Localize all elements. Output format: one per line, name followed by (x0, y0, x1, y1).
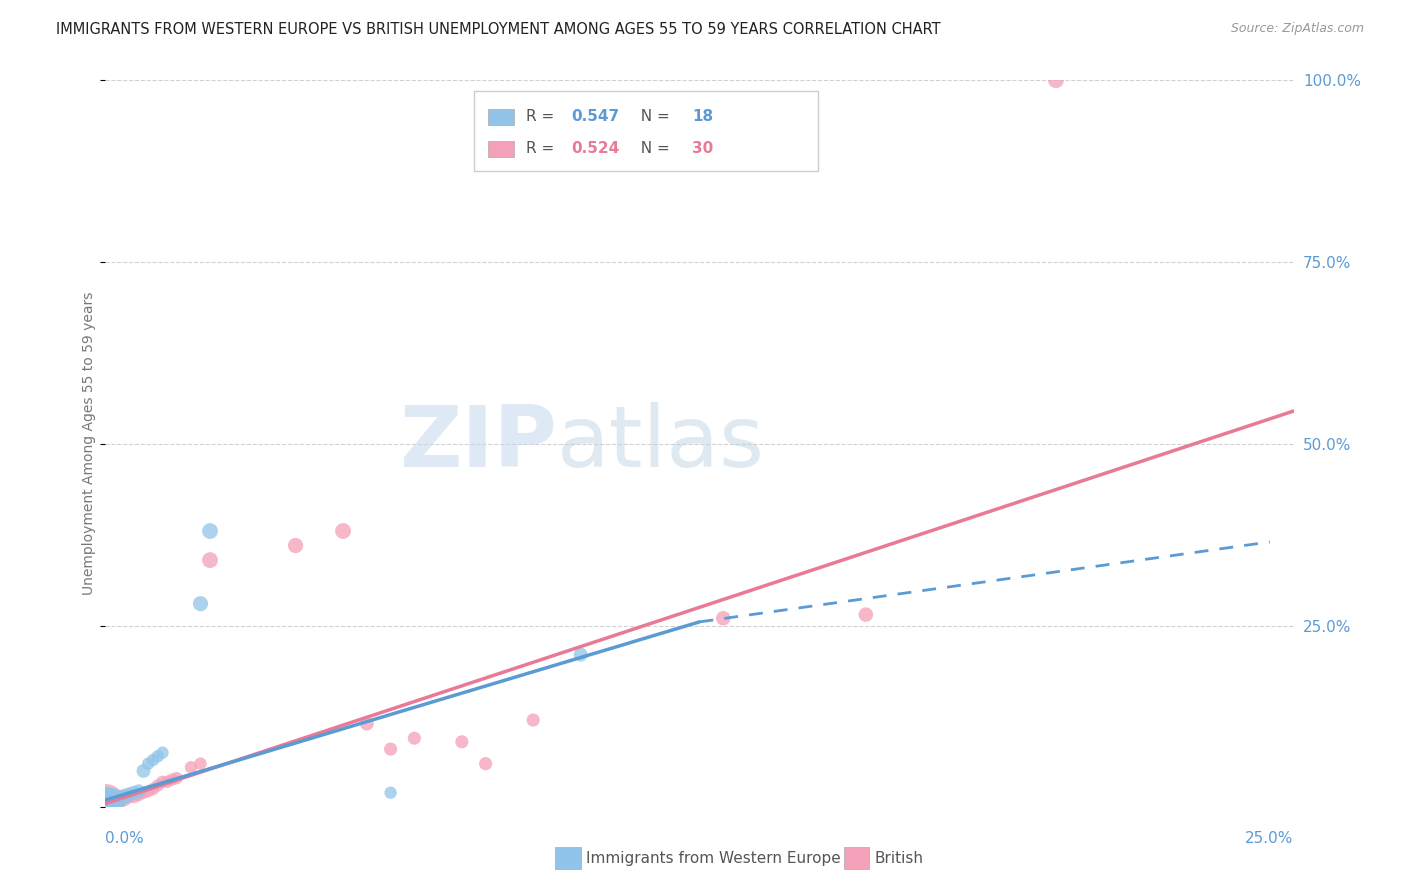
Text: British: British (875, 851, 924, 865)
Point (128, 784, 150, 798)
Point (132, 786, 155, 800)
Point (108, 791, 131, 805)
Point (450, 735, 472, 749)
Text: R =: R = (526, 141, 560, 156)
Point (114, 791, 136, 805)
Point (855, 607, 877, 622)
Point (152, 746, 174, 760)
Point (1045, 73, 1067, 87)
FancyBboxPatch shape (488, 109, 515, 125)
Point (356, 716, 378, 731)
Text: 30: 30 (692, 141, 714, 156)
Point (522, 713, 544, 727)
Point (94, 797, 117, 811)
Point (711, 611, 734, 625)
Point (569, 648, 592, 662)
Point (190, 756, 212, 771)
Point (122, 789, 145, 804)
Text: R =: R = (526, 110, 560, 124)
FancyBboxPatch shape (474, 91, 818, 171)
Text: IMMIGRANTS FROM WESTERN EUROPE VS BRITISH UNEMPLOYMENT AMONG AGES 55 TO 59 YEARS: IMMIGRANTS FROM WESTERN EUROPE VS BRITIS… (56, 22, 941, 37)
Point (146, 749, 169, 764)
Point (98, 794, 121, 808)
Point (118, 787, 141, 801)
Point (198, 553, 221, 567)
FancyBboxPatch shape (488, 141, 515, 157)
Point (98, 793, 121, 807)
Point (104, 793, 127, 807)
Point (380, 786, 402, 800)
Point (332, 524, 354, 538)
Point (156, 774, 179, 789)
Point (404, 731, 426, 746)
Point (114, 789, 136, 804)
Point (128, 787, 150, 801)
Point (132, 764, 155, 778)
Point (160, 772, 183, 787)
Point (108, 791, 131, 805)
Text: 25.0%: 25.0% (1246, 831, 1294, 846)
Point (146, 779, 169, 793)
Text: 0.524: 0.524 (571, 141, 620, 156)
Point (166, 771, 188, 785)
Text: N =: N = (630, 141, 675, 156)
Point (180, 760, 202, 774)
Point (104, 793, 127, 807)
Point (118, 789, 141, 804)
Point (190, 597, 212, 611)
Point (136, 756, 159, 771)
Point (142, 782, 165, 797)
Point (98, 794, 121, 808)
Text: Source: ZipAtlas.com: Source: ZipAtlas.com (1230, 22, 1364, 36)
Point (142, 753, 165, 767)
Text: ZIP: ZIP (399, 402, 557, 485)
Text: Immigrants from Western Europe: Immigrants from Western Europe (586, 851, 841, 865)
Point (122, 786, 145, 800)
Text: atlas: atlas (557, 402, 765, 485)
Text: 0.547: 0.547 (571, 110, 619, 124)
Point (284, 539, 307, 553)
Y-axis label: Unemployment Among Ages 55 to 59 years: Unemployment Among Ages 55 to 59 years (82, 292, 96, 596)
Point (94, 797, 117, 811)
Text: 18: 18 (692, 110, 713, 124)
Point (380, 742, 402, 756)
Text: 0.0%: 0.0% (105, 831, 145, 846)
Point (136, 784, 159, 798)
Point (198, 524, 221, 538)
Point (474, 756, 496, 771)
Point (152, 774, 174, 789)
Text: N =: N = (630, 110, 675, 124)
